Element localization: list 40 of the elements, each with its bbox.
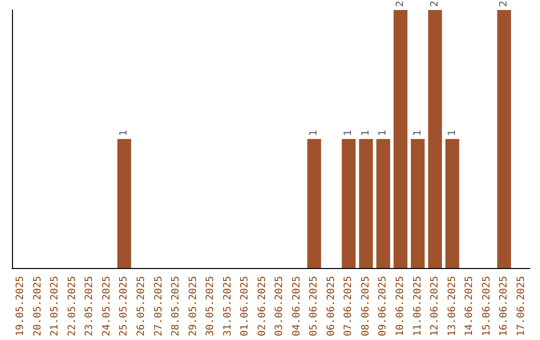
x-tick-label: 30.05.2025 (205, 276, 216, 336)
x-tick-label: 24.05.2025 (101, 276, 112, 336)
x-tick-label: 04.06.2025 (291, 276, 302, 336)
x-tick-label: 23.05.2025 (84, 276, 96, 336)
x-tick-label: 31.05.2025 (222, 276, 234, 336)
x-tick-label: 16.06.2025 (498, 276, 510, 336)
data-label: 2 (430, 0, 441, 7)
data-label: 1 (360, 130, 372, 136)
x-tick-label: 22.05.2025 (66, 276, 78, 336)
data-label: 1 (412, 130, 424, 136)
x-tick-label: 26.05.2025 (136, 276, 147, 336)
x-tick-label: 20.05.2025 (32, 276, 44, 336)
x-tick-label: 21.05.2025 (50, 276, 61, 336)
x-tick-label: 29.05.2025 (188, 276, 199, 336)
x-tick-label: 28.05.2025 (170, 276, 182, 336)
x-tick-label: 19.05.2025 (15, 276, 26, 336)
x-tick-label: 25.05.2025 (118, 276, 130, 336)
x-tick-label: 10.06.2025 (395, 276, 406, 336)
x-tick-label: 15.06.2025 (481, 276, 492, 336)
x-tick-label: 13.06.2025 (446, 276, 458, 336)
data-label: 1 (118, 130, 130, 136)
x-tick-label: 02.06.2025 (256, 276, 268, 336)
data-label: 1 (308, 130, 320, 136)
x-tick-label: 12.06.2025 (430, 276, 441, 336)
x-tick-label: 01.06.2025 (240, 276, 251, 336)
x-tick-label: 06.06.2025 (326, 276, 337, 336)
x-tick-label: 03.06.2025 (274, 276, 286, 336)
data-label: 2 (498, 0, 510, 7)
data-label: 1 (343, 130, 354, 136)
x-tick-label: 27.05.2025 (153, 276, 164, 336)
x-tick-label: 08.06.2025 (360, 276, 372, 336)
x-tick-label: 17.06.2025 (516, 276, 527, 336)
x-tick-label: 05.06.2025 (308, 276, 320, 336)
data-label: 1 (378, 130, 389, 136)
data-label: 1 (446, 130, 458, 136)
x-tick-label: 09.06.2025 (378, 276, 389, 336)
x-tick-label: 11.06.2025 (412, 276, 424, 336)
x-tick-label: 14.06.2025 (464, 276, 476, 336)
data-label: 2 (395, 0, 406, 7)
x-tick-label: 07.06.2025 (343, 276, 354, 336)
